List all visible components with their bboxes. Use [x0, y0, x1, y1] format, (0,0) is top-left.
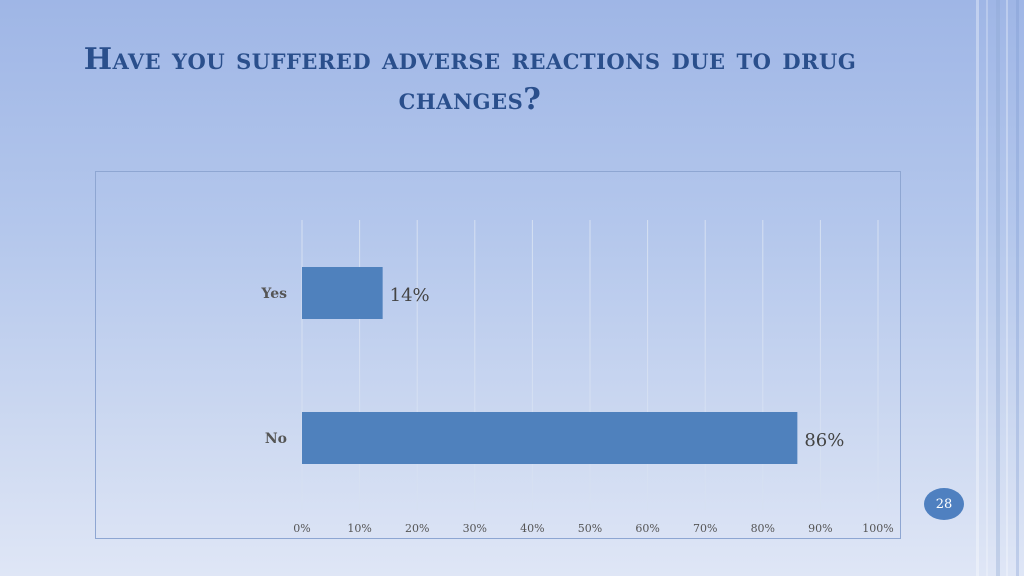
x-tick-label: 0%: [293, 522, 310, 535]
x-tick-label: 90%: [808, 522, 832, 535]
x-tick-label: 40%: [520, 522, 544, 535]
x-tick-label: 20%: [405, 522, 429, 535]
decorative-stripes: [976, 0, 1024, 576]
bar: [302, 412, 798, 464]
chart-frame: [95, 171, 901, 539]
x-tick-label: 100%: [862, 522, 893, 535]
x-tick-label: 10%: [347, 522, 371, 535]
data-label: 86%: [804, 430, 844, 451]
x-tick-label: 30%: [463, 522, 487, 535]
slide-title: Have you suffered adverse reactions due …: [83, 42, 857, 117]
category-label: No: [265, 431, 287, 447]
x-tick-label: 60%: [635, 522, 659, 535]
x-tick-label: 80%: [751, 522, 775, 535]
bar: [302, 267, 383, 319]
x-tick-label: 70%: [693, 522, 717, 535]
x-tick-label: 50%: [578, 522, 602, 535]
page-number-badge: 28: [924, 488, 964, 520]
data-label: 14%: [390, 285, 430, 306]
category-label: Yes: [260, 286, 287, 302]
